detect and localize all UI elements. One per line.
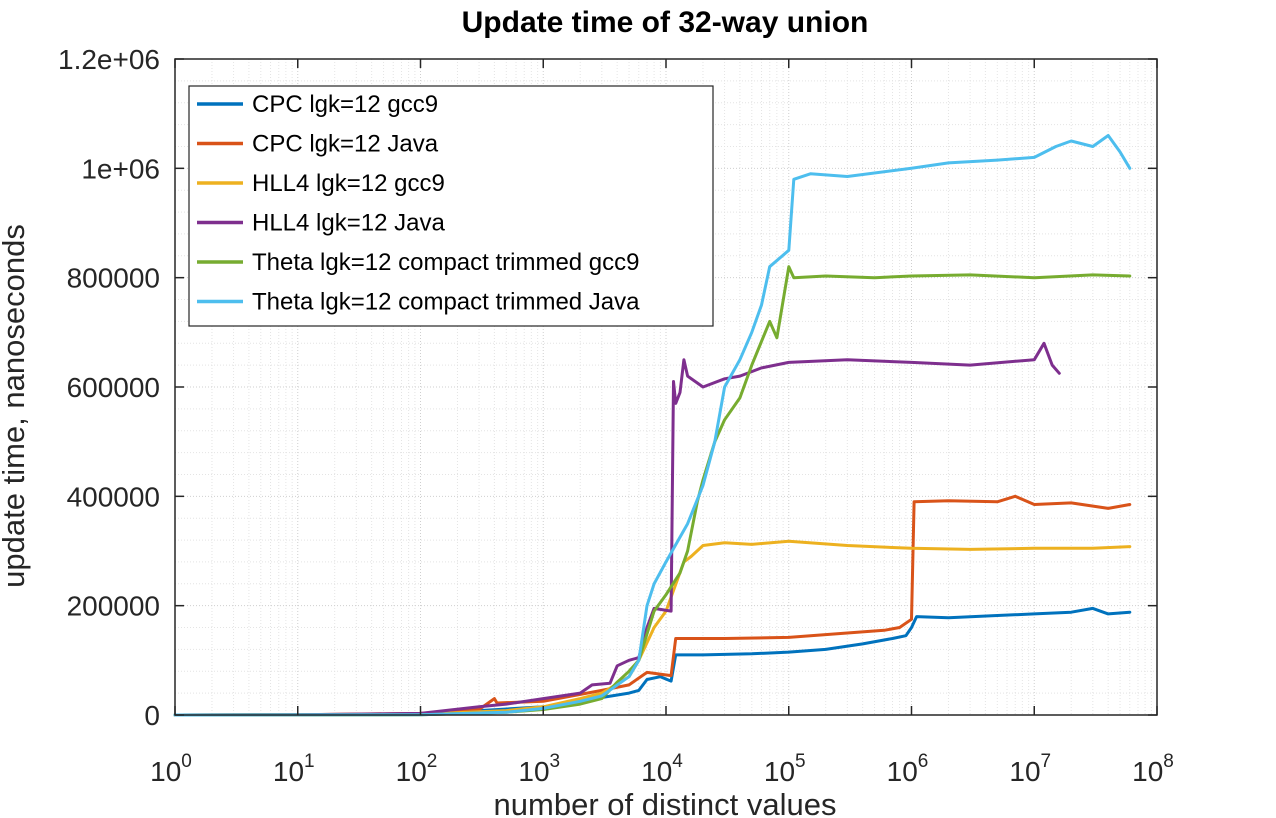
legend: CPC lgk=12 gcc9 CPC lgk=12 Java HLL4 lgk=1… (188, 85, 714, 327)
x-tick-base: 10 (1009, 756, 1040, 787)
x-tick-base: 10 (518, 756, 549, 787)
axis-ticks: 100 101 102 103 104 105 106 107 1080200000400000… (58, 44, 1174, 787)
y-tick-label: 800000 (67, 263, 160, 294)
x-tick-exponent: 2 (427, 751, 438, 772)
y-tick-label: 0 (144, 700, 160, 731)
x-tick-exponent: 7 (1041, 751, 1052, 772)
x-tick-exponent: 0 (181, 751, 192, 772)
x-tick-exponent: 4 (672, 751, 683, 772)
chart-title: Update time of 32-way union (462, 6, 869, 39)
x-axis-label: number of distinct values (494, 787, 837, 818)
legend-label: HLL4 lgk=12 gcc9 (252, 170, 445, 197)
legend-label: Theta lgk=12 compact trimmed gcc9 (252, 249, 640, 276)
x-tick-base: 10 (887, 756, 918, 787)
y-tick-label: 400000 (67, 481, 160, 512)
x-tick-exponent: 5 (795, 751, 806, 772)
legend-label: HLL4 lgk=12 Java (252, 210, 445, 237)
legend-label: CPC lgk=12 Java (252, 131, 439, 158)
x-tick-label: 102 (396, 751, 438, 787)
x-tick-base: 10 (273, 756, 304, 787)
series-line-4 (173, 341, 1061, 717)
x-tick-label: 107 (1009, 751, 1051, 787)
x-tick-label: 106 (887, 751, 929, 787)
y-tick-label: 200000 (67, 591, 160, 622)
y-tick-label: 600000 (67, 372, 160, 403)
y-axis-label: update time, nanoseconds (0, 224, 31, 588)
x-tick-base: 10 (641, 756, 672, 787)
legend-box (188, 85, 714, 327)
x-tick-base: 10 (1132, 756, 1163, 787)
x-tick-label: 105 (764, 751, 806, 787)
x-tick-exponent: 6 (918, 751, 929, 772)
x-tick-exponent: 1 (304, 751, 315, 772)
x-tick-label: 101 (273, 751, 315, 787)
series-line-6 (173, 134, 1132, 717)
legend-label: CPC lgk=12 gcc9 (252, 91, 438, 118)
y-tick-label: 1.2e+06 (58, 44, 160, 75)
x-tick-exponent: 3 (550, 751, 561, 772)
x-tick-label: 108 (1132, 751, 1174, 787)
x-tick-label: 100 (150, 751, 192, 787)
x-tick-base: 10 (150, 756, 181, 787)
y-tick-label: 1e+06 (81, 153, 160, 184)
x-tick-base: 10 (396, 756, 427, 787)
series-line-2 (173, 494, 1132, 717)
x-tick-label: 104 (641, 751, 683, 787)
plot-area (173, 134, 1132, 717)
x-tick-base: 10 (764, 756, 795, 787)
x-tick-exponent: 8 (1163, 751, 1174, 772)
legend-label: Theta lgk=12 compact trimmed Java (252, 289, 640, 316)
x-tick-label: 103 (518, 751, 560, 787)
